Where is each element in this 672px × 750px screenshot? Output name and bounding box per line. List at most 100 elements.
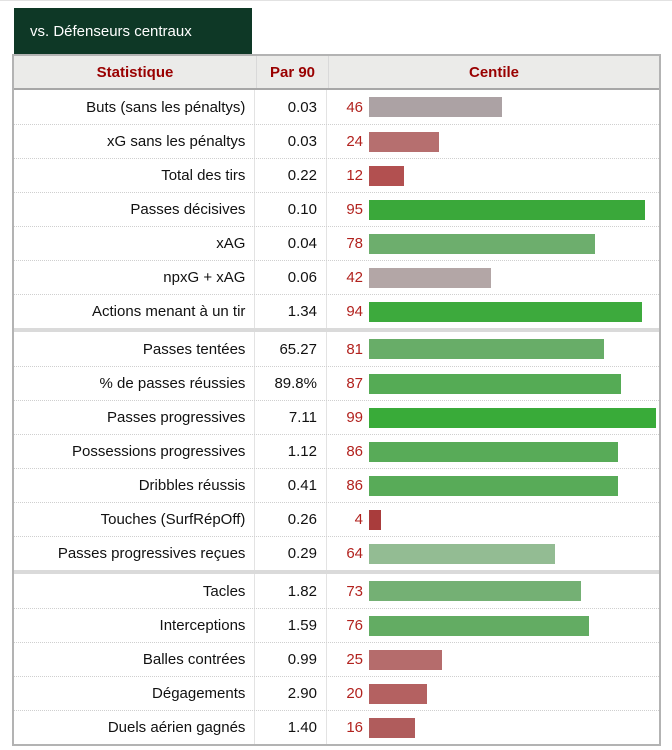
- percentile-bar: [369, 131, 439, 152]
- percentile-bar: [369, 509, 381, 530]
- per90-value: 0.26: [255, 503, 327, 536]
- percentile-value: 95: [346, 201, 363, 218]
- per90-value: 0.04: [255, 227, 327, 260]
- percentile-bar-track: [369, 717, 659, 738]
- centile-cell: 87: [327, 367, 659, 400]
- percentile-value: 86: [346, 477, 363, 494]
- stat-name: Balles contrées: [14, 643, 256, 676]
- percentile-bar: [369, 233, 596, 254]
- percentile-bar-track: [369, 267, 659, 288]
- percentile-value: 25: [346, 651, 363, 668]
- stat-section: Tacles 1.82 73 Interceptions 1.59 76 Balles co…: [14, 570, 659, 744]
- percentile-bar-track: [369, 543, 659, 564]
- stat-row: Buts (sans les pénaltys) 0.03 46: [14, 90, 659, 124]
- centile-cell: 86: [327, 469, 659, 502]
- stat-name: Total des tirs: [14, 159, 256, 192]
- stat-name: Buts (sans les pénaltys): [14, 90, 256, 124]
- centile-cell: 99: [327, 401, 659, 434]
- percentile-bar-track: [369, 475, 659, 496]
- stat-row: Balles contrées 0.99 25: [14, 642, 659, 676]
- percentile-bar-track: [369, 97, 659, 117]
- centile-cell: 20: [327, 677, 659, 710]
- percentile-value: 87: [346, 375, 363, 392]
- percentile-bar-track: [369, 199, 659, 220]
- per90-value: 1.34: [255, 295, 327, 328]
- stat-row: Dribbles réussis 0.41 86: [14, 468, 659, 502]
- stat-section: Passes tentées 65.27 81 % de passes réussie…: [14, 328, 659, 570]
- table-body: Buts (sans les pénaltys) 0.03 46 xG sans le…: [14, 90, 659, 744]
- percentile-bar: [369, 97, 503, 117]
- centile-cell: 76: [327, 609, 659, 642]
- percentile-bar-track: [369, 649, 659, 670]
- percentile-bar: [369, 339, 604, 359]
- stat-name: Duels aérien gagnés: [14, 711, 256, 744]
- per90-value: 1.12: [255, 435, 327, 468]
- centile-cell: 95: [327, 193, 659, 226]
- per90-value: 0.03: [255, 125, 327, 158]
- percentile-bar: [369, 267, 491, 288]
- stat-row: Actions menant à un tir 1.34 94: [14, 294, 659, 328]
- stat-name: Tacles: [14, 574, 256, 608]
- percentile-bar-track: [369, 301, 659, 322]
- percentile-bar: [369, 475, 619, 496]
- table-header-row: Statistique Par 90 Centile: [14, 56, 659, 90]
- percentile-bar-track: [369, 441, 659, 462]
- percentile-bar: [369, 615, 590, 636]
- percentile-bar: [369, 407, 657, 428]
- stat-row: Passes décisives 0.10 95: [14, 192, 659, 226]
- per90-value: 1.40: [255, 711, 327, 744]
- stat-row: Dégagements 2.90 20: [14, 676, 659, 710]
- percentile-value: 46: [346, 98, 363, 116]
- stat-name: Dégagements: [14, 677, 256, 710]
- per90-value: 0.22: [255, 159, 327, 192]
- centile-cell: 64: [327, 537, 659, 570]
- stat-name: Passes progressives reçues: [14, 537, 256, 570]
- percentile-bar-track: [369, 509, 659, 530]
- stat-row: Touches (SurfRépOff) 0.26 4: [14, 502, 659, 536]
- percentile-bar: [369, 717, 416, 738]
- stat-name: Passes décisives: [14, 193, 256, 226]
- per90-value: 1.82: [255, 574, 327, 608]
- stat-name: Dribbles réussis: [14, 469, 256, 502]
- per90-value: 7.11: [255, 401, 327, 434]
- stat-name: xG sans les pénaltys: [14, 125, 256, 158]
- stat-name: Possessions progressives: [14, 435, 256, 468]
- stat-row: Interceptions 1.59 76: [14, 608, 659, 642]
- stat-name: Actions menant à un tir: [14, 295, 256, 328]
- stat-name: xAG: [14, 227, 256, 260]
- percentile-bar: [369, 581, 581, 601]
- stat-row: xG sans les pénaltys 0.03 24: [14, 124, 659, 158]
- centile-cell: 16: [327, 711, 659, 744]
- centile-cell: 25: [327, 643, 659, 676]
- percentile-value: 99: [346, 409, 363, 426]
- percentile-value: 78: [346, 235, 363, 252]
- percentile-value: 81: [346, 340, 363, 358]
- stat-row: % de passes réussies 89.8% 87: [14, 366, 659, 400]
- stat-row: Possessions progressives 1.12 86: [14, 434, 659, 468]
- header-centile: Centile: [468, 63, 519, 81]
- percentile-bar: [369, 373, 622, 394]
- percentile-value: 4: [354, 511, 363, 528]
- percentile-bar-track: [369, 165, 659, 186]
- centile-cell: 78: [327, 227, 659, 260]
- centile-cell: 81: [327, 332, 659, 366]
- category-tab-defenseurs-centraux[interactable]: vs. Défenseurs centraux: [14, 8, 252, 54]
- stat-row: xAG 0.04 78: [14, 226, 659, 260]
- per90-value: 2.90: [255, 677, 327, 710]
- percentile-bar-track: [369, 233, 659, 254]
- percentile-value: 42: [346, 269, 363, 286]
- percentile-bar-track: [369, 339, 659, 359]
- percentile-bar-track: [369, 373, 659, 394]
- percentile-value: 16: [346, 719, 363, 736]
- per90-value: 0.99: [255, 643, 327, 676]
- percentile-value: 12: [346, 167, 363, 184]
- percentile-value: 64: [346, 545, 363, 562]
- centile-cell: 4: [327, 503, 659, 536]
- percentile-value: 94: [346, 303, 363, 320]
- percentile-value: 76: [346, 617, 363, 634]
- stat-name: Passes tentées: [14, 332, 256, 366]
- per90-value: 89.8%: [255, 367, 327, 400]
- percentile-bar-track: [369, 581, 659, 601]
- stat-row: npxG + xAG 0.06 42: [14, 260, 659, 294]
